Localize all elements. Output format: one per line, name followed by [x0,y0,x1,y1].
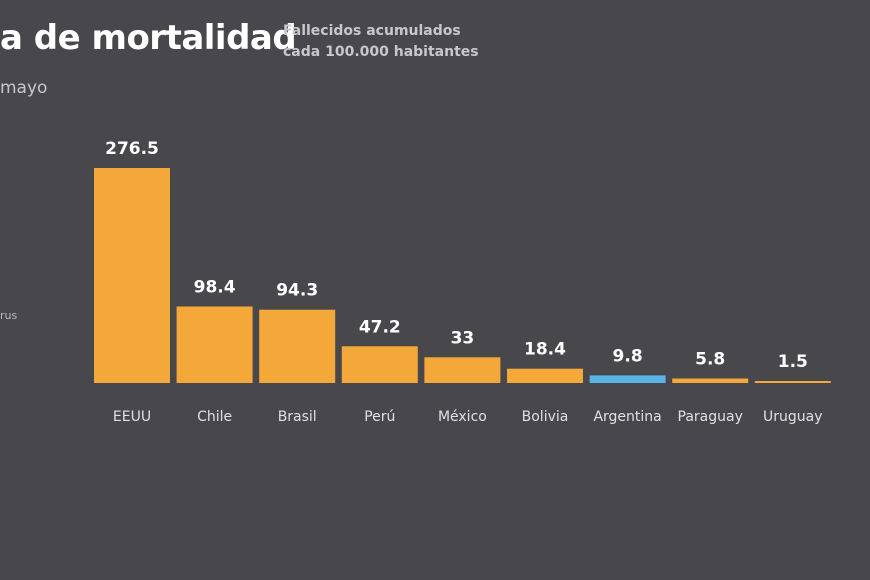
side-note: rus [0,309,18,322]
bar-argentina [589,375,666,383]
value-label-chile: 98.4 [194,278,236,298]
bar-méxico [424,357,501,383]
category-label-paraguay: Paraguay [678,409,743,425]
category-label-uruguay: Uruguay [763,409,823,425]
bar-chile [176,306,253,383]
bar-eeuu [94,168,170,383]
value-label-eeuu: 276.5 [105,139,159,159]
value-label-méxico: 33 [451,328,475,348]
bar-bolivia [507,368,583,383]
category-label-perú: Perú [364,409,395,425]
category-label-bolivia: Bolivia [522,409,569,425]
chart-subtitle: Fallecidos acumulados cada 100.000 habit… [283,21,479,63]
bar-brasil [259,309,336,383]
value-label-brasil: 94.3 [276,281,318,301]
category-label-argentina: Argentina [593,409,661,425]
value-label-uruguay: 1.5 [778,352,808,372]
subtitle-line-1: Fallecidos acumulados [283,23,461,39]
chart-title: a de mortalidad [0,18,297,58]
date-label: mayo [0,78,48,98]
bar-perú [341,346,418,383]
category-label-chile: Chile [197,409,232,425]
bar-paraguay [672,378,749,383]
subtitle-line-2: cada 100.000 habitantes [283,44,479,60]
category-label-eeuu: EEUU [113,409,151,425]
value-label-argentina: 9.8 [613,346,643,366]
value-label-perú: 47.2 [359,317,401,337]
category-label-brasil: Brasil [278,409,317,425]
value-label-bolivia: 18.4 [524,340,566,360]
category-label-méxico: México [438,409,487,425]
value-label-paraguay: 5.8 [695,350,725,370]
bar-uruguay [754,381,831,383]
